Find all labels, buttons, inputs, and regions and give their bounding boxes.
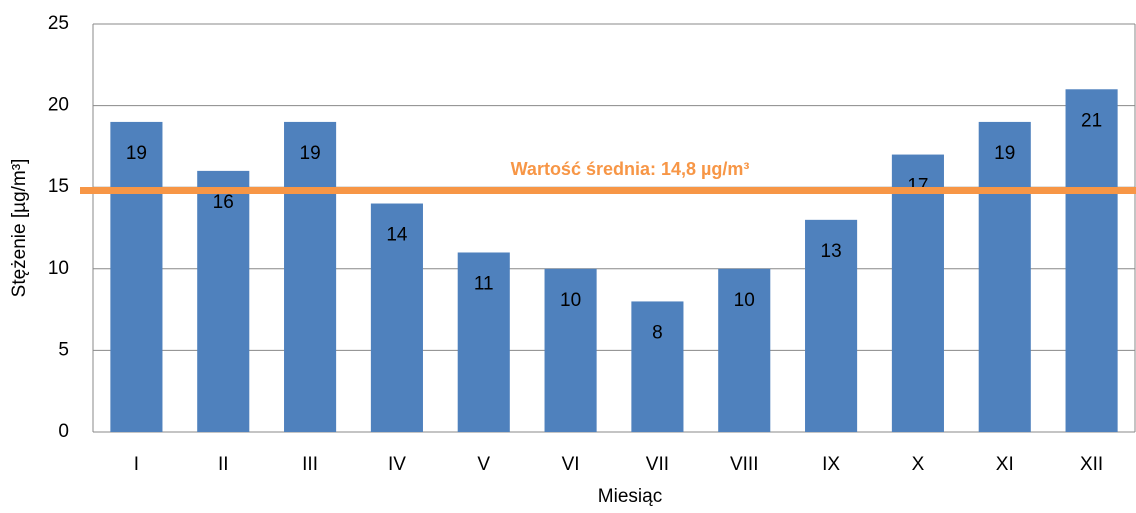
- value-label: 19: [300, 143, 321, 164]
- x-tick-label: VIII: [730, 454, 759, 475]
- bar: [891, 154, 944, 432]
- bar: [544, 268, 597, 432]
- bar: [718, 268, 771, 432]
- x-tick-label: VI: [562, 454, 580, 475]
- bar: [978, 121, 1031, 433]
- x-tick-label: XII: [1080, 454, 1103, 475]
- x-tick-label: II: [218, 454, 229, 475]
- value-label: 14: [386, 225, 408, 246]
- y-tick-label: 0: [58, 421, 69, 442]
- value-label: 19: [994, 143, 1015, 164]
- x-tick-label: I: [134, 454, 139, 475]
- bar: [805, 219, 858, 432]
- x-tick-label: IX: [822, 454, 840, 475]
- value-label: 11: [474, 273, 494, 294]
- value-label: 10: [560, 290, 581, 311]
- y-tick-label: 15: [48, 176, 69, 197]
- y-axis-label: Stężenie [µg/m³]: [9, 159, 30, 298]
- value-label: 16: [213, 192, 234, 213]
- x-tick-label: III: [302, 454, 318, 475]
- value-label: 8: [652, 322, 663, 343]
- value-label: 21: [1081, 110, 1102, 131]
- mean-label: Wartość średnia: 14,8 µg/m³: [511, 159, 750, 179]
- y-tick-label: 10: [48, 258, 69, 279]
- x-tick-label: X: [912, 454, 925, 475]
- bar: [631, 301, 684, 432]
- y-tick-label: 25: [48, 13, 69, 34]
- value-label: 13: [821, 241, 842, 262]
- y-tick-label: 20: [48, 95, 69, 116]
- bar: [284, 121, 337, 433]
- x-tick-label: VII: [646, 454, 669, 475]
- x-tick-label: XI: [996, 454, 1014, 475]
- bar: [197, 170, 250, 432]
- bar: [110, 121, 163, 433]
- value-label: 10: [734, 290, 755, 311]
- x-axis-label: Miesiąc: [598, 486, 662, 507]
- x-tick-label: IV: [388, 454, 406, 475]
- y-tick-label: 5: [58, 339, 69, 360]
- bar: [370, 203, 423, 432]
- bar: [457, 252, 510, 432]
- value-label: 19: [126, 143, 147, 164]
- bar: [1065, 89, 1118, 432]
- x-tick-label: V: [477, 454, 490, 475]
